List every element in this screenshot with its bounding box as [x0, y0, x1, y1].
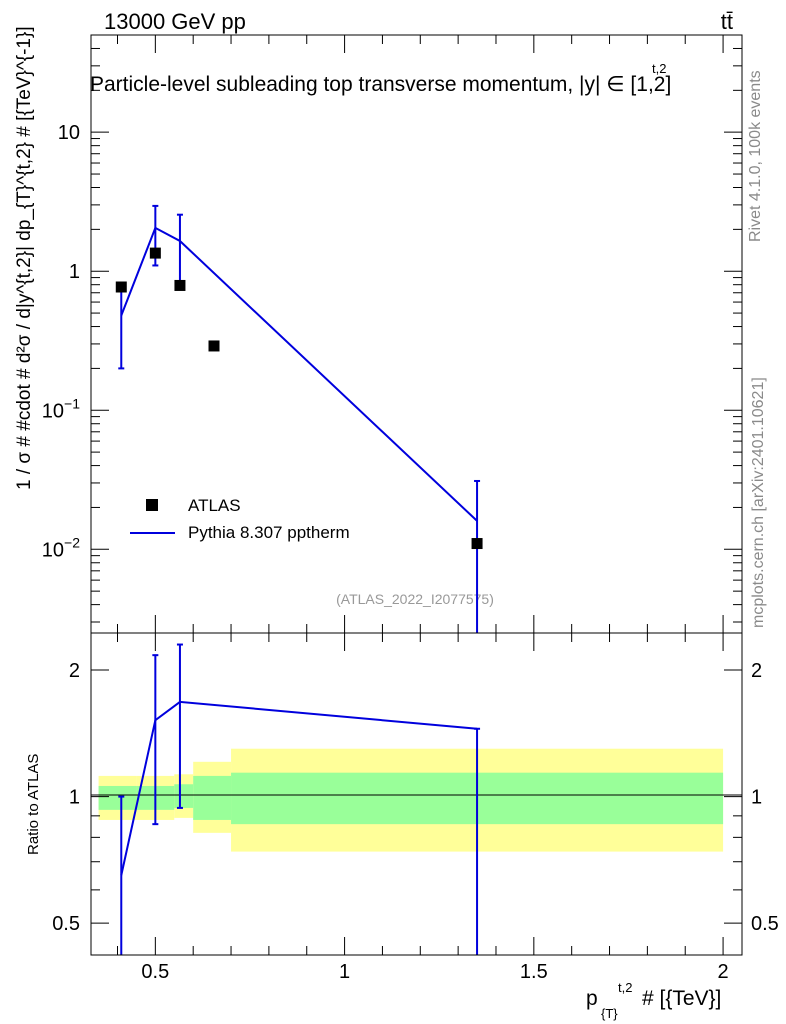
mcplots-label: mcplots.cern.ch [arXiv:2401.10621]: [750, 377, 767, 628]
main-ytick-label: 10−1: [42, 395, 80, 422]
energy-label: 13000 GeV pp: [104, 9, 246, 34]
main-ticks: [91, 34, 742, 633]
xlabel-base: p: [586, 987, 598, 1010]
inner-uncertainty-band: [98, 785, 137, 810]
process-label: tt̄: [721, 9, 733, 34]
pythia-series: [118, 204, 481, 633]
ratio-ytick-label-right: 1: [751, 787, 762, 809]
main-ytick-label: 10: [58, 122, 80, 144]
legend-atlas-label: ATLAS: [188, 496, 241, 515]
ratio-ytick-label-right: 2: [751, 660, 762, 682]
inner-uncertainty-band: [193, 775, 232, 820]
atlas-point: [471, 538, 483, 550]
rivet-label: Rivet 4.1.0, 100k events: [747, 70, 764, 242]
xtick-label: 0.5: [141, 961, 169, 983]
watermark: (ATLAS_2022_I2077575): [336, 591, 494, 607]
uncertainty-bands: [98, 748, 724, 852]
xtick-label: 1.5: [520, 961, 548, 983]
main-ytick-exponent: −1: [64, 395, 80, 411]
main-ytick-mantissa: 10: [42, 400, 64, 422]
plot-title-text: Particle-level subleading top transverse…: [90, 73, 585, 96]
ratio-frame: [90, 632, 743, 956]
legend-pythia-label: Pythia 8.307 pptherm: [188, 523, 350, 542]
main-ytick-label: 10−2: [42, 534, 80, 561]
xtick-label: 1: [339, 961, 350, 983]
atlas-series: [115, 247, 483, 550]
atlas-point: [208, 340, 220, 352]
atlas-point: [149, 247, 161, 259]
xlabel-sub: {T}: [601, 1006, 618, 1021]
main-ytick-label: 1: [69, 261, 80, 283]
pythia-line: [120, 226, 478, 522]
main-frame: [90, 34, 743, 634]
ratio-panel: 0.5 0.51 12 20.5 1 1.5 2 Ratio to ATLAS p {T} …: [25, 632, 779, 1021]
main-ylabel: 1 / σ # #cdot # d²σ / d|y^{t,2}| dp_{T}^…: [14, 26, 35, 490]
legend: ATLAS Pythia 8.307 pptherm: [130, 496, 350, 542]
xlabel-sup: t,2: [618, 980, 632, 995]
ratio-series: [118, 643, 481, 955]
inner-uncertainty-band: [174, 784, 194, 808]
ratio-ylabel: Ratio to ATLAS: [25, 754, 42, 855]
ratio-line: [120, 700, 478, 876]
legend-atlas-marker: [146, 499, 158, 511]
xlabel-tail: # [{TeV}]: [642, 987, 721, 1010]
atlas-point: [115, 281, 127, 293]
ratio-tick-labels: 0.5 0.5 1 1 2 2 0.5 1 1.5 2: [52, 660, 779, 983]
main-ytick-mantissa: 10: [42, 539, 64, 561]
main-ytick-exponent: −2: [64, 534, 80, 550]
ratio-ytick-label-left: 0.5: [52, 913, 80, 935]
plot-title-tail: | ∈ [1,2]: [595, 73, 671, 96]
xtick-label: 2: [718, 961, 729, 983]
ratio-ticks: [91, 633, 742, 955]
ratio-ytick-label-left: 2: [69, 660, 80, 682]
plot-title-sup: t,2: [652, 61, 666, 76]
plot-title-var: y: [585, 73, 596, 96]
ratio-ytick-label-left: 1: [69, 787, 80, 809]
atlas-point: [174, 279, 186, 291]
plot-title: Particle-level subleading top transverse…: [90, 73, 671, 96]
ratio-ytick-label-right: 0.5: [751, 913, 779, 935]
